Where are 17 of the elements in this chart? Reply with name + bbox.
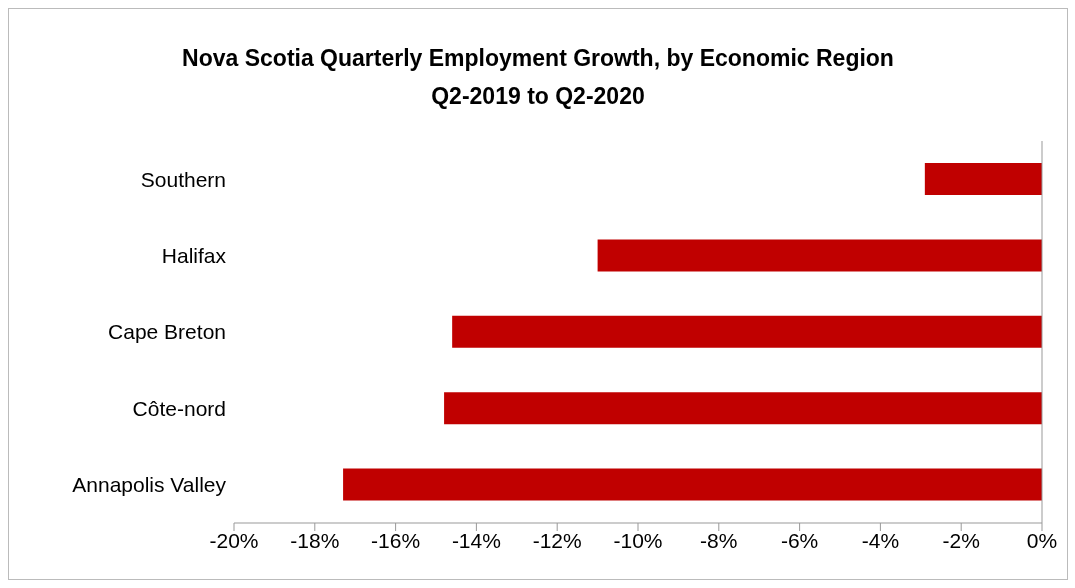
y-tick-label: Côte-nord — [132, 396, 226, 420]
x-tick-label: -18% — [290, 528, 340, 552]
x-tick-label: -10% — [613, 528, 663, 552]
x-tick-label: -12% — [532, 528, 582, 552]
x-tick-label: -6% — [780, 528, 819, 552]
x-tick-label: -8% — [700, 528, 738, 552]
y-tick-label: Cape Breton — [108, 320, 226, 344]
y-tick-label: Southern — [140, 167, 226, 191]
x-tick-label: -2% — [942, 528, 980, 552]
y-tick-label: Annapolis Valley — [72, 473, 227, 497]
chart-title: Nova Scotia Quarterly Employment Growth, by Economic Region Q2-2019 to Q2-2020 — [181, 44, 895, 111]
x-tick-label: 0% — [1026, 528, 1058, 552]
x-tick-label: -4% — [861, 528, 900, 552]
x-tick-label: -20% — [209, 528, 259, 552]
x-tick-label: -14% — [451, 528, 501, 552]
y-tick-label: Halifax — [161, 244, 227, 268]
x-tick-label: -16% — [371, 528, 421, 552]
